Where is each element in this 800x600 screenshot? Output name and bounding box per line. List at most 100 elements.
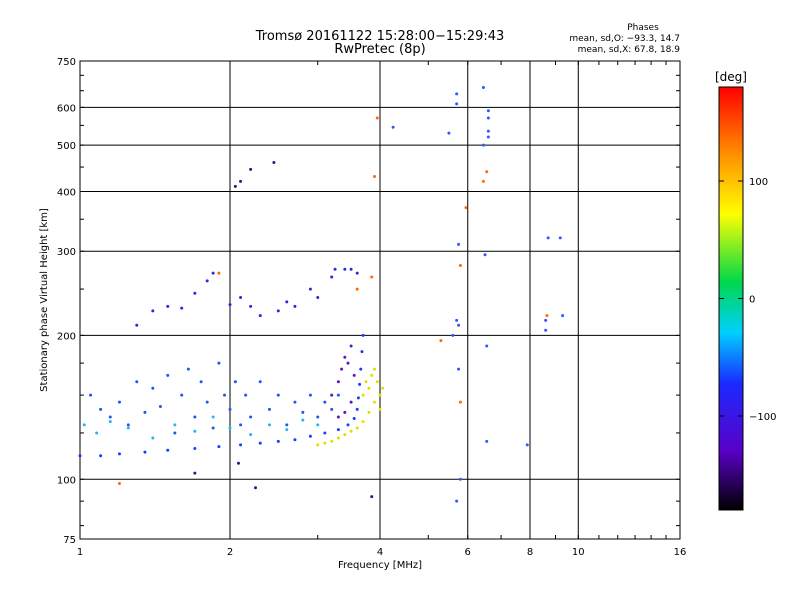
- y-axis-label: Stationary phase Virtual Height [km]: [39, 208, 50, 392]
- data-point: [457, 367, 461, 371]
- data-point: [481, 179, 485, 183]
- data-point: [485, 170, 489, 174]
- data-point: [316, 423, 320, 427]
- data-point: [316, 415, 320, 419]
- data-point: [561, 314, 565, 318]
- data-point: [285, 300, 289, 304]
- data-point: [364, 380, 368, 384]
- data-point: [544, 318, 548, 322]
- data-point: [355, 407, 359, 411]
- data-point: [355, 287, 359, 291]
- y-tick-label: 600: [57, 103, 76, 114]
- data-point: [217, 445, 221, 449]
- data-point: [336, 436, 340, 440]
- data-point: [166, 448, 170, 452]
- data-point: [173, 423, 177, 427]
- data-point: [143, 450, 147, 454]
- x-tick-label: 16: [674, 547, 687, 558]
- phase-header: Phases: [627, 23, 659, 33]
- data-point: [464, 206, 468, 210]
- data-point: [193, 415, 197, 419]
- data-point: [82, 423, 86, 427]
- colorbar-ticks: 100 0 −100: [719, 177, 776, 423]
- data-point: [193, 471, 197, 475]
- data-point: [458, 264, 462, 268]
- data-point: [193, 429, 197, 433]
- data-point: [143, 410, 147, 414]
- x-tick-label: 10: [572, 547, 585, 558]
- data-point: [455, 318, 459, 322]
- data-point: [336, 380, 340, 384]
- y-tick-label: 400: [57, 187, 76, 198]
- data-point: [343, 433, 347, 437]
- data-point: [166, 304, 170, 308]
- data-point: [126, 426, 130, 430]
- data-point: [330, 393, 334, 397]
- data-point: [249, 304, 253, 308]
- data-point: [486, 135, 490, 139]
- data-point: [343, 410, 347, 414]
- x-tick-label: 4: [377, 547, 383, 558]
- data-point: [455, 92, 459, 96]
- data-point: [361, 420, 365, 424]
- data-point: [545, 314, 549, 318]
- y-tick-label: 750: [57, 57, 76, 68]
- data-point: [330, 407, 334, 411]
- data-point: [285, 423, 289, 427]
- data-point: [193, 291, 197, 295]
- chart-subtitle: RwPretec (8p): [334, 42, 425, 57]
- data-point: [135, 380, 139, 384]
- x-tick-label: 1: [77, 547, 83, 558]
- data-point: [293, 304, 297, 308]
- data-point: [358, 382, 362, 386]
- data-point: [78, 454, 82, 458]
- data-point: [135, 323, 139, 327]
- data-point: [391, 125, 395, 129]
- data-point: [158, 404, 162, 408]
- data-point: [346, 423, 350, 427]
- data-point: [457, 323, 461, 327]
- data-point: [193, 446, 197, 450]
- data-point: [360, 350, 364, 354]
- data-point: [223, 393, 227, 397]
- data-point: [249, 415, 253, 419]
- data-point: [378, 393, 382, 397]
- data-point: [239, 423, 243, 427]
- y-tick-label: 200: [57, 331, 76, 342]
- data-point: [258, 314, 262, 318]
- data-point: [458, 400, 462, 404]
- data-points: [78, 86, 565, 503]
- data-point: [308, 393, 312, 397]
- data-point: [349, 429, 353, 433]
- x-tick-label: 8: [527, 547, 533, 558]
- data-point: [308, 434, 312, 438]
- data-point: [108, 420, 112, 424]
- data-point: [323, 400, 327, 404]
- data-point: [323, 441, 327, 445]
- data-point: [546, 236, 550, 240]
- data-point: [205, 279, 209, 283]
- data-point: [367, 410, 371, 414]
- data-point: [346, 361, 350, 365]
- data-point: [370, 275, 374, 279]
- data-point: [180, 393, 184, 397]
- data-point: [244, 393, 248, 397]
- data-point: [361, 393, 365, 397]
- data-point: [239, 296, 243, 300]
- data-point: [439, 339, 443, 343]
- axis-ticks: [79, 60, 681, 540]
- data-point: [151, 309, 155, 313]
- data-point: [343, 355, 347, 359]
- data-point: [151, 386, 155, 390]
- data-point: [340, 367, 344, 371]
- colorbar-tick-label: 100: [749, 177, 768, 188]
- data-point: [457, 242, 461, 246]
- data-point: [211, 426, 215, 430]
- data-point: [272, 160, 276, 164]
- data-point: [293, 400, 297, 404]
- data-point: [308, 287, 312, 291]
- data-point: [253, 486, 257, 490]
- data-point: [301, 418, 305, 422]
- data-point: [349, 344, 353, 348]
